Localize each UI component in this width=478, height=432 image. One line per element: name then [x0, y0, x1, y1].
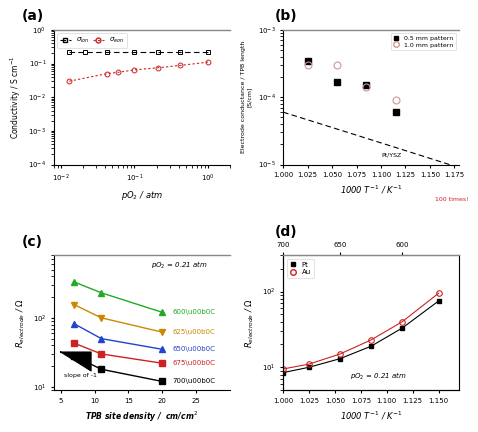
Text: 675\u00b0C: 675\u00b0C	[173, 360, 215, 366]
X-axis label: TPB site density /  cm/cm$^2$: TPB site density / cm/cm$^2$	[86, 409, 198, 424]
Text: slope of -1: slope of -1	[64, 373, 97, 378]
Text: (b): (b)	[274, 9, 297, 23]
Text: 650\u00b0C: 650\u00b0C	[173, 346, 215, 353]
Text: 625\u00b0C: 625\u00b0C	[173, 329, 215, 335]
X-axis label: 1000 $T^{-1}$ / K$^{-1}$: 1000 $T^{-1}$ / K$^{-1}$	[340, 184, 402, 196]
Y-axis label: $R_{electrode}$ / $\Omega$: $R_{electrode}$ / $\Omega$	[14, 298, 27, 348]
Text: $pO_2$ = 0.21 atm: $pO_2$ = 0.21 atm	[151, 260, 207, 270]
Text: (c): (c)	[22, 235, 43, 249]
Legend: 0.5 mm pattern, 1.0 mm pattern: 0.5 mm pattern, 1.0 mm pattern	[391, 33, 456, 50]
Text: 700\u00b0C: 700\u00b0C	[173, 378, 216, 384]
Text: (a): (a)	[22, 9, 44, 23]
Y-axis label: Conductivity / S cm$^{-1}$: Conductivity / S cm$^{-1}$	[8, 55, 23, 139]
X-axis label: $pO_2$ / atm: $pO_2$ / atm	[121, 189, 163, 202]
X-axis label: 1000 $T^{-1}$ / K$^{-1}$: 1000 $T^{-1}$ / K$^{-1}$	[340, 409, 402, 422]
Legend: $\sigma_{ion}$, $\sigma_{eon}$: $\sigma_{ion}$, $\sigma_{eon}$	[57, 33, 127, 48]
Text: 100 times!: 100 times!	[435, 197, 468, 202]
Text: Pt/YSZ: Pt/YSZ	[381, 153, 401, 158]
Text: 600\u00b0C: 600\u00b0C	[173, 309, 216, 315]
Y-axis label: Electrode conductance / TPB length
[S/cm]: Electrode conductance / TPB length [S/cm…	[241, 41, 252, 153]
Y-axis label: $R_{electrode}$ / $\Omega$: $R_{electrode}$ / $\Omega$	[244, 298, 256, 348]
Text: (d): (d)	[274, 225, 297, 239]
Text: $pO_2$ = 0.21 atm: $pO_2$ = 0.21 atm	[350, 371, 407, 382]
Legend: Pt, Au: Pt, Au	[287, 259, 314, 278]
Polygon shape	[61, 352, 91, 371]
